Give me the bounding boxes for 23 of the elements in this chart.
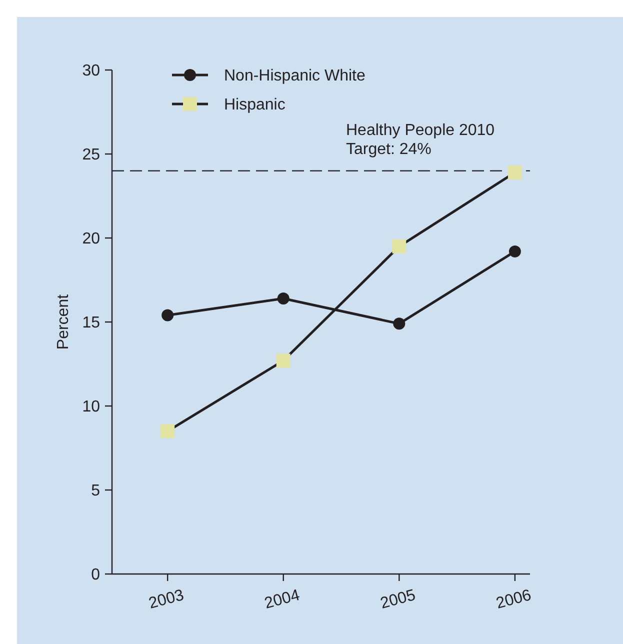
y-tick-label: 10: [82, 398, 100, 416]
y-tick-label: 5: [91, 482, 100, 500]
point: [508, 245, 521, 258]
point: [162, 309, 174, 322]
x-tick-label: 2005: [378, 586, 418, 612]
x-tick-label: 2006: [494, 586, 534, 612]
y-tick-label: 20: [82, 230, 100, 248]
x-tick-label: 2003: [147, 586, 186, 612]
point: [508, 165, 522, 180]
point: [393, 318, 406, 330]
y-axis-title: Percent: [55, 294, 72, 350]
point: [276, 354, 290, 368]
y-tick-label: 30: [82, 62, 100, 80]
point: [392, 239, 406, 254]
y-tick-label: 15: [82, 314, 100, 332]
x-tick-label: 2004: [262, 586, 302, 612]
point: [277, 292, 290, 304]
legend-label: Hispanic: [224, 96, 286, 114]
y-tick-label: 25: [82, 146, 100, 164]
y-tick-label: 0: [91, 566, 100, 584]
legend-label: Non-Hispanic White: [224, 68, 366, 85]
ref-line-label: Healthy People 2010 Target: 24%: [346, 122, 495, 158]
point: [160, 424, 175, 438]
